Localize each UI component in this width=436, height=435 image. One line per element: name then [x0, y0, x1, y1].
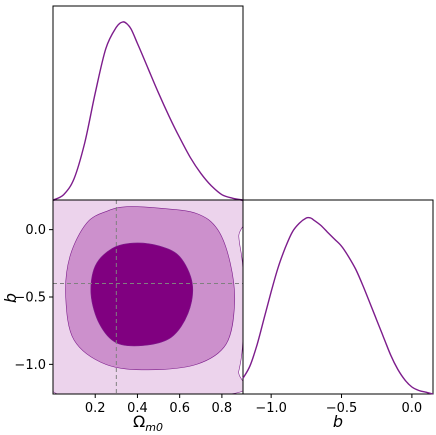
y-axis-label: b: [1, 293, 20, 303]
x-axis-label: Ωm0: [133, 412, 163, 434]
joint-panel: 0.2 0.4 0.6 0.8 0.0 −0.5 −1.0 Ωm0 b: [1, 199, 244, 434]
x-tick-label: 0.8: [212, 401, 233, 416]
joint-ticks: 0.2 0.4 0.6 0.8 0.0 −0.5 −1.0: [14, 223, 232, 416]
contour-inner: [90, 242, 194, 347]
b-x-tick-label: −0.5: [326, 401, 358, 416]
b-x-tick-label: 0.0: [402, 401, 423, 416]
x-tick-label: 0.2: [85, 401, 106, 416]
x-tick-label: 0.6: [169, 401, 190, 416]
y-tick-label: −0.5: [14, 291, 46, 306]
marginal-b-curve: [242, 216, 434, 395]
y-tick-label: −1.0: [14, 358, 46, 373]
marginal-omega-curve: [52, 21, 244, 201]
marginal-omega-panel: [52, 5, 244, 204]
x-tick-label: 0.4: [127, 401, 148, 416]
marginal-b-frame: [242, 199, 434, 395]
marginal-b-axis-label: b: [333, 412, 343, 431]
b-x-tick-label: −1.0: [255, 401, 287, 416]
marginal-omega-frame: [52, 5, 244, 201]
marginal-b-panel: −1.0 −0.5 0.0 b: [242, 199, 434, 431]
y-tick-label: 0.0: [25, 223, 46, 238]
marginal-b-ticks: −1.0 −0.5 0.0: [255, 394, 422, 416]
